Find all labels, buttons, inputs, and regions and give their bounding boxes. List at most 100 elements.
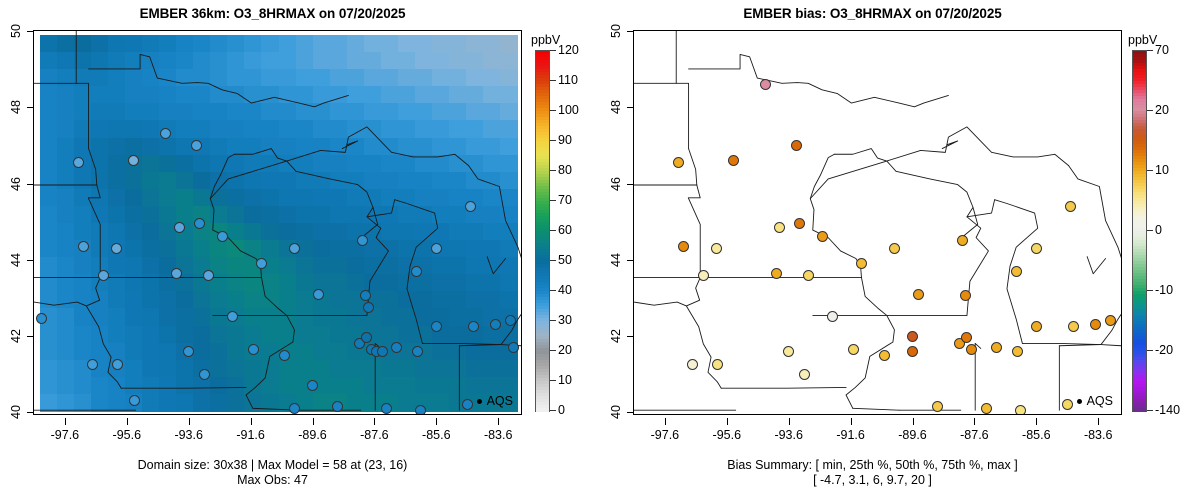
- colorbar-segment: [1133, 96, 1146, 100]
- colorbar-segment: [536, 303, 549, 307]
- raster-cell: [261, 376, 280, 395]
- colorbar-segment: [536, 363, 549, 367]
- monitor-point: [307, 380, 318, 391]
- colorbar-segment: [1133, 189, 1146, 193]
- y-tick: [627, 107, 634, 109]
- raster-cell: [125, 103, 143, 122]
- raster-cell: [397, 376, 416, 395]
- raster-cell: [108, 205, 126, 224]
- colorbar-tick-label: 0: [1155, 223, 1162, 237]
- colorbar-tick: [1147, 110, 1153, 111]
- colorbar-segment: [536, 399, 549, 403]
- raster-cell: [414, 205, 433, 224]
- raster-cell: [397, 137, 416, 156]
- x-tick-label: -89.6: [898, 428, 927, 442]
- raster-cell: [40, 205, 58, 224]
- raster-cell: [465, 86, 484, 104]
- raster-cell: [74, 308, 92, 327]
- raster-cell: [57, 274, 75, 292]
- colorbar-segment: [1133, 312, 1146, 316]
- raster-cell: [74, 120, 92, 139]
- colorbar-segment: [1133, 240, 1146, 244]
- monitor-point: [183, 345, 195, 357]
- raster-cell: [295, 291, 314, 310]
- colorbar-segment: [536, 255, 549, 259]
- raster-cell: [329, 103, 348, 122]
- raster-cell: [278, 257, 297, 275]
- monitor-point: [362, 301, 374, 313]
- boundary-line: [634, 148, 701, 307]
- raster-cell: [74, 205, 92, 224]
- boundary-line: [963, 206, 979, 237]
- colorbar-segment: [536, 60, 549, 64]
- raster-cell: [329, 120, 348, 139]
- raster-cell: [295, 52, 314, 70]
- raster-cell: [142, 376, 160, 395]
- monitor-point: [760, 78, 771, 90]
- raster-cell: [380, 257, 399, 275]
- raster-cell: [57, 205, 75, 224]
- colorbar-segment: [1133, 303, 1146, 307]
- raster-cell: [363, 274, 382, 292]
- raster-cell: [176, 308, 194, 327]
- raster-cell: [227, 240, 245, 258]
- colorbar-segment: [536, 396, 549, 400]
- raster-cell: [261, 308, 280, 327]
- colorbar-segment: [1133, 99, 1146, 103]
- colorbar-segment: [1133, 168, 1146, 172]
- raster-cell: [363, 137, 382, 156]
- raster-cell: [499, 188, 518, 207]
- monitor-point: [959, 290, 971, 302]
- boundary-line: [1086, 256, 1107, 275]
- colorbar-segment: [1133, 231, 1146, 235]
- raster-cell: [57, 308, 75, 327]
- monitor-point: [356, 235, 368, 247]
- colorbar-segment: [536, 171, 549, 175]
- monitor-point: [712, 359, 724, 370]
- raster-cell: [176, 120, 194, 139]
- x-tick-label: -91.6: [836, 428, 865, 442]
- colorbar-segment: [536, 237, 549, 241]
- colorbar-segment: [536, 63, 549, 67]
- monitor-point: [1010, 265, 1022, 277]
- raster-cell: [295, 274, 314, 292]
- raster-cell: [91, 342, 109, 361]
- monitor-point: [990, 341, 1002, 353]
- colorbar-segment: [536, 114, 549, 118]
- raster-cell: [210, 240, 228, 258]
- monitor-point: [791, 139, 802, 151]
- raster-cell: [91, 205, 109, 224]
- raster-cell: [380, 274, 399, 292]
- raster-cell: [499, 291, 518, 310]
- raster-cell: [227, 393, 245, 412]
- colorbar-segment: [1133, 192, 1146, 196]
- raster-cell: [346, 308, 365, 327]
- colorbar-segment: [1133, 174, 1146, 178]
- raster-cell: [295, 120, 314, 139]
- raster-cell: [499, 171, 518, 190]
- colorbar-segment: [536, 165, 549, 169]
- monitor-point: [430, 242, 442, 254]
- raster-cell: [431, 393, 450, 412]
- colorbar-segment: [536, 342, 549, 346]
- raster-cell: [142, 52, 160, 70]
- colorbar-segment: [536, 129, 549, 133]
- colorbar-segment: [536, 51, 549, 55]
- raster-cell: [193, 103, 211, 122]
- raster-cell: [193, 393, 211, 412]
- raster-cell: [159, 35, 177, 53]
- colorbar-segment: [536, 156, 549, 160]
- raster-cell: [312, 86, 331, 104]
- colorbar-segment: [1133, 381, 1146, 385]
- raster-cell: [499, 393, 518, 412]
- colorbar-segment: [1133, 261, 1146, 265]
- monitor-point: [461, 399, 473, 411]
- raster-cell: [40, 291, 58, 310]
- colorbar-segment: [1133, 228, 1146, 232]
- monitor-point: [288, 242, 300, 254]
- raster-cell: [329, 154, 348, 173]
- raster-cell: [40, 223, 58, 241]
- raster-cell: [142, 342, 160, 361]
- raster-cell: [244, 103, 263, 122]
- raster-cell: [414, 376, 433, 395]
